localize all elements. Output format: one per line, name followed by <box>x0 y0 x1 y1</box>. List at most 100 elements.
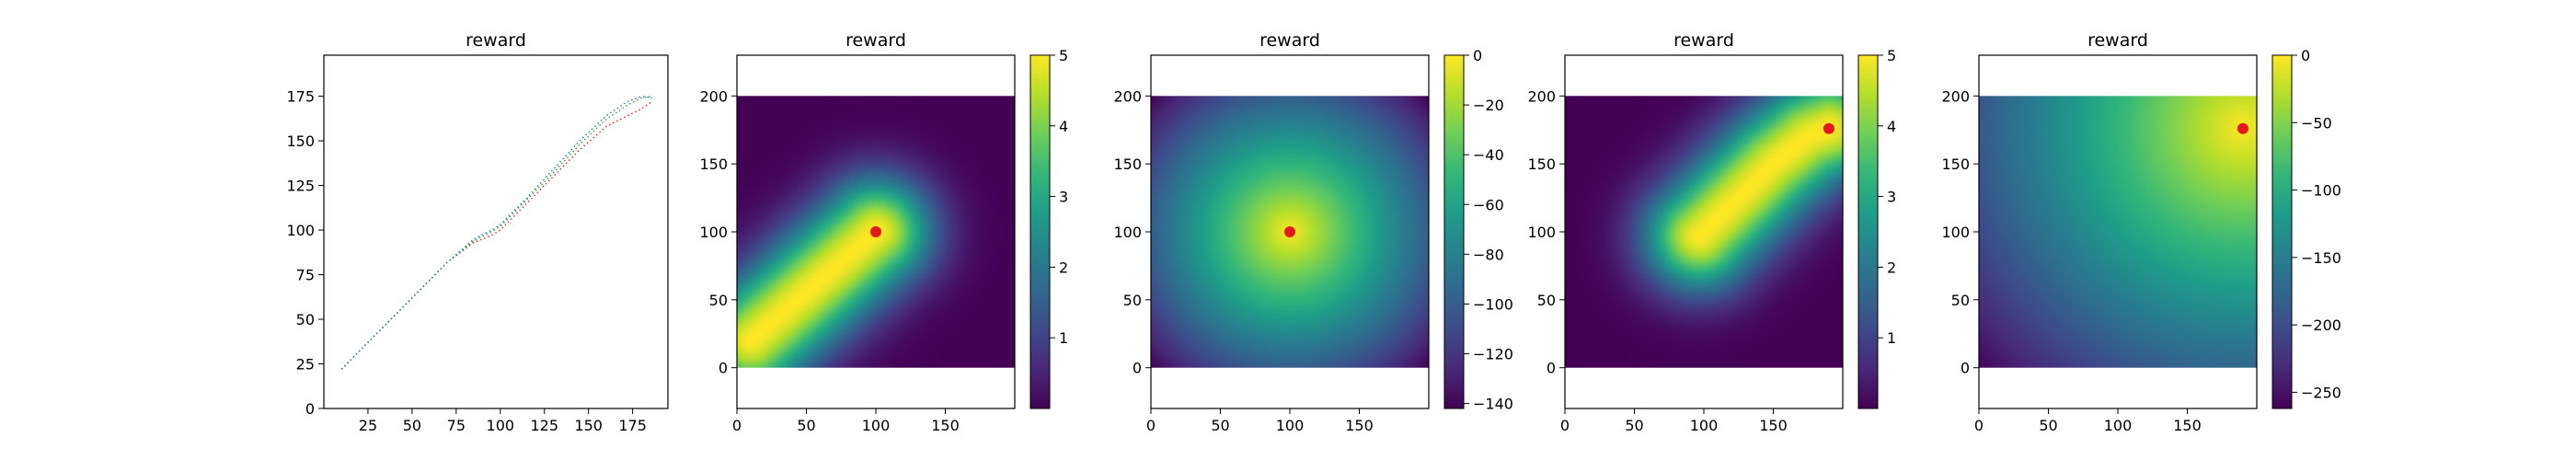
y-tick-label: 0 <box>719 360 728 377</box>
colorbar-tick-label: −200 <box>2301 316 2341 334</box>
trajectory-point <box>1727 202 1733 210</box>
x-tick-label: 0 <box>732 417 742 434</box>
series-line-3 <box>340 95 652 370</box>
x-tick-label: 150 <box>574 417 603 434</box>
trajectory-point <box>854 245 861 251</box>
y-tick-label: 50 <box>1537 292 1556 309</box>
x-tick-label: 50 <box>1211 417 1229 434</box>
colorbar-tick-label: −100 <box>1473 295 1513 313</box>
trajectory-point <box>826 269 834 276</box>
y-tick-label: 200 <box>1113 87 1142 105</box>
colorbar-tick-label: 1 <box>1887 329 1896 347</box>
y-tick-label: 0 <box>305 400 315 418</box>
trajectory-point <box>1789 144 1797 152</box>
colorbar-2: 1 2 3 4 5 <box>1029 47 1068 409</box>
colorbar-gradient <box>1857 54 1879 409</box>
trajectory-point <box>747 337 754 344</box>
trajectory-point <box>812 281 819 288</box>
x-tick-label: 150 <box>1345 417 1374 434</box>
y-tick-label: 200 <box>1527 87 1556 105</box>
colorbar-tick-label: −150 <box>2301 249 2341 267</box>
colorbar-tick-label: 0 <box>1473 47 1482 64</box>
y-tick-label: 100 <box>1941 224 1970 241</box>
colorbar-tick-label: −40 <box>1473 146 1504 164</box>
x-tick-label: 50 <box>797 417 815 434</box>
colorbar-tick-label: −140 <box>1473 396 1513 413</box>
x-tick-label: 100 <box>2104 417 2133 434</box>
trajectory-point <box>808 284 814 292</box>
trajectory-point <box>1779 153 1787 160</box>
trajectory-point <box>831 264 838 271</box>
trajectory-point <box>817 277 823 283</box>
trajectory-point <box>1765 165 1773 172</box>
colorbar-gradient <box>1029 54 1051 409</box>
colorbar-tick-label: −100 <box>2301 182 2341 200</box>
trajectory-point <box>1722 207 1730 214</box>
y-tick-label: 0 <box>1547 360 1556 377</box>
trajectory-point <box>863 236 870 244</box>
colorbar-tick-label: 2 <box>1059 259 1068 276</box>
chart-title: reward <box>466 30 526 51</box>
y-tick-label: 100 <box>1527 224 1556 241</box>
trajectory-point <box>1748 181 1755 189</box>
target-marker <box>1823 122 1834 134</box>
trajectory-point <box>770 316 777 324</box>
colorbar-tick-label: 1 <box>1059 329 1068 347</box>
x-tick-label: 150 <box>2173 417 2202 434</box>
y-tick-label: 200 <box>1941 87 1970 105</box>
x-tick-label: 50 <box>1625 417 1643 434</box>
x-tick-label: 50 <box>403 417 421 434</box>
y-tick-label: 75 <box>296 267 315 284</box>
target-marker <box>1284 226 1295 237</box>
trajectory-point <box>1713 215 1720 223</box>
colorbar-tick-label: −20 <box>1473 97 1504 114</box>
y-tick-label: 50 <box>1951 292 1970 309</box>
heatmap-group-4 <box>1565 96 1843 368</box>
y-tick-label: 25 <box>296 356 315 374</box>
colorbar-tick-label: 5 <box>1887 47 1896 64</box>
trajectory-point <box>1696 233 1703 239</box>
trajectory-point <box>1700 228 1708 236</box>
colorbar-3: 0 −20 −40 −60 −80 −100 −120 −140 <box>1443 47 1513 413</box>
trajectory-point <box>1795 141 1801 148</box>
trajectory-point <box>775 313 782 320</box>
trajectory-point <box>1785 149 1792 155</box>
axes-1: 25 50 75 100 125 150 175 0 25 50 75 100 125 150 175 rew… <box>286 30 669 434</box>
x-tick-label: 100 <box>487 417 515 434</box>
colorbar-tick-label: 3 <box>1059 189 1068 206</box>
colorbar-tick-label: 4 <box>1059 118 1068 135</box>
series-line-1 <box>340 100 653 370</box>
target-marker <box>870 226 881 237</box>
colorbar-tick-label: −50 <box>2301 114 2332 132</box>
colorbar-tick-label: 5 <box>1059 47 1068 64</box>
chart-title: reward <box>2087 30 2148 51</box>
trajectory-point <box>1770 160 1777 167</box>
trajectory-point <box>761 325 768 332</box>
y-tick-label: 175 <box>286 88 315 106</box>
trajectory-point <box>1810 132 1817 138</box>
y-tick-label: 150 <box>699 155 728 173</box>
x-tick-label: 0 <box>1146 417 1156 434</box>
trajectory-point <box>1775 156 1782 164</box>
x-tick-label: 75 <box>447 417 466 434</box>
axes-2: 0 50 100 150 0 50 100 150 200 reward <box>699 30 1016 434</box>
x-tick-label: 0 <box>1974 417 1984 434</box>
trajectory-point <box>845 252 852 259</box>
x-tick-label: 100 <box>1276 417 1305 434</box>
y-tick-label: 50 <box>709 292 728 309</box>
colorbar-5: 0 −50 −100 −150 −200 −250 <box>2271 47 2341 409</box>
y-tick-label: 0 <box>1133 360 1142 377</box>
x-tick-label: 150 <box>931 417 960 434</box>
trajectory-point <box>858 240 866 247</box>
colorbar-tick-label: −250 <box>2301 384 2341 401</box>
trajectory-point <box>1740 190 1746 197</box>
trajectory-point <box>799 293 805 300</box>
y-tick-label: 150 <box>286 132 315 150</box>
y-tick-label: 150 <box>1527 155 1556 173</box>
trajectory-point <box>840 257 847 264</box>
colorbar-tick-label: 4 <box>1887 118 1896 135</box>
chart-title: reward <box>845 30 906 51</box>
chart-title: reward <box>1259 30 1320 51</box>
trajectory-point <box>1804 133 1811 141</box>
